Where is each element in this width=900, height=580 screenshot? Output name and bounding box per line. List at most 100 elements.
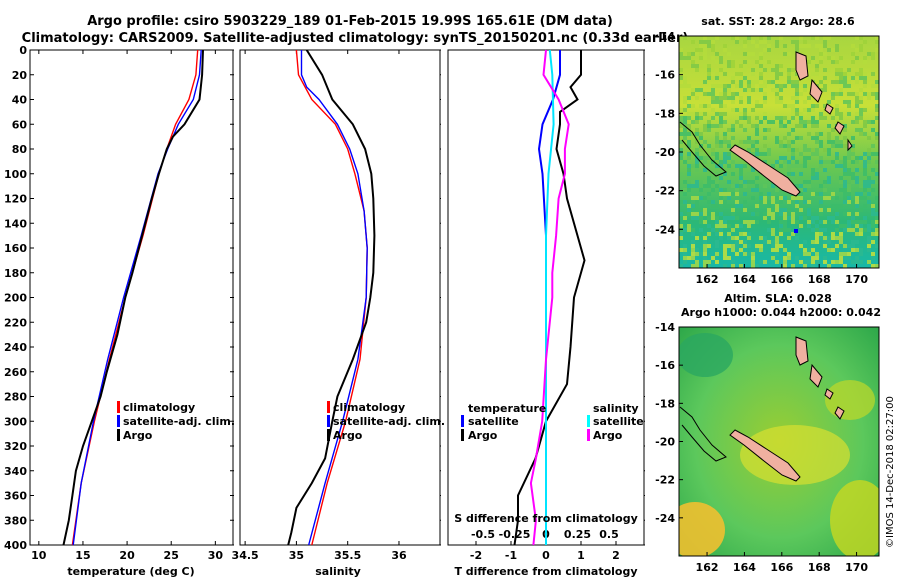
sst-pixel <box>767 36 771 40</box>
sst-pixel <box>787 132 791 136</box>
sst-pixel <box>859 172 863 176</box>
sst-pixel <box>707 260 711 264</box>
sst-pixel <box>759 120 763 124</box>
sst-pixel <box>815 232 819 236</box>
sst-pixel <box>875 152 879 156</box>
sst-pixel <box>739 84 743 88</box>
map-y-tick-label: -14 <box>655 30 675 43</box>
sst-pixel <box>871 212 875 216</box>
sst-pixel <box>731 248 735 252</box>
sst-pixel <box>751 264 755 268</box>
sst-pixel <box>683 260 687 264</box>
sst-pixel <box>719 56 723 60</box>
sst-pixel <box>795 208 799 212</box>
series-salinity-argo <box>529 49 570 546</box>
sst-pixel <box>699 148 703 152</box>
sst-pixel <box>743 60 747 64</box>
sst-pixel <box>871 208 875 212</box>
map-x-tick-label: 166 <box>770 273 793 286</box>
sst-pixel <box>803 216 807 220</box>
sst-pixel <box>751 180 755 184</box>
sst-pixel <box>707 156 711 160</box>
sst-pixel <box>831 216 835 220</box>
sst-pixel <box>763 196 767 200</box>
sst-pixel <box>851 92 855 96</box>
sst-pixel <box>775 136 779 140</box>
sst-pixel <box>679 156 683 160</box>
sst-pixel <box>707 224 711 228</box>
sst-pixel <box>763 152 767 156</box>
sst-pixel <box>695 68 699 72</box>
sst-pixel <box>847 228 851 232</box>
sst-pixel <box>707 120 711 124</box>
sst-pixel <box>755 116 759 120</box>
sst-pixel <box>779 72 783 76</box>
sst-pixel <box>815 168 819 172</box>
sst-pixel <box>695 148 699 152</box>
sst-pixel <box>723 252 727 256</box>
sst-pixel <box>763 60 767 64</box>
sst-pixel <box>791 112 795 116</box>
sst-pixel <box>871 152 875 156</box>
sst-pixel <box>871 128 875 132</box>
sst-pixel <box>779 124 783 128</box>
sst-pixel <box>703 208 707 212</box>
sst-pixel <box>799 92 803 96</box>
sst-pixel <box>679 76 683 80</box>
sst-pixel <box>795 72 799 76</box>
sst-pixel <box>739 100 743 104</box>
sst-pixel <box>783 228 787 232</box>
sst-pixel <box>767 200 771 204</box>
sst-pixel <box>711 256 715 260</box>
sst-pixel <box>815 64 819 68</box>
legend-label-satellite: satellite-adj. clim. <box>333 415 445 428</box>
sst-pixel <box>847 68 851 72</box>
sst-pixel <box>867 120 871 124</box>
sst-pixel <box>707 40 711 44</box>
sst-pixel <box>687 168 691 172</box>
sst-pixel <box>871 68 875 72</box>
sst-pixel <box>699 228 703 232</box>
sst-pixel <box>723 68 727 72</box>
sst-pixel <box>775 116 779 120</box>
sst-pixel <box>843 72 847 76</box>
sst-pixel <box>775 204 779 208</box>
sst-pixel <box>815 36 819 40</box>
sst-pixel <box>875 244 879 248</box>
sst-pixel <box>715 76 719 80</box>
sst-pixel <box>723 188 727 192</box>
sst-pixel <box>811 260 815 264</box>
sst-pixel <box>683 128 687 132</box>
sst-pixel <box>859 232 863 236</box>
sst-pixel <box>823 172 827 176</box>
sst-pixel <box>819 156 823 160</box>
sst-pixel <box>727 88 731 92</box>
sst-pixel <box>719 124 723 128</box>
sst-pixel <box>871 92 875 96</box>
sst-pixel <box>759 60 763 64</box>
sst-pixel <box>715 172 719 176</box>
sst-pixel <box>755 184 759 188</box>
series-argo <box>287 49 376 546</box>
sst-pixel <box>731 184 735 188</box>
sst-pixel <box>867 224 871 228</box>
sst-pixel <box>715 112 719 116</box>
sst-pixel <box>695 164 699 168</box>
sst-pixel <box>803 156 807 160</box>
sst-pixel <box>711 116 715 120</box>
sst-pixel <box>723 92 727 96</box>
sst-pixel <box>859 252 863 256</box>
s-tick-label: -0.5 <box>471 528 495 541</box>
sst-pixel <box>811 256 815 260</box>
sst-pixel <box>795 220 799 224</box>
sst-pixel <box>867 176 871 180</box>
sst-pixel <box>751 80 755 84</box>
sst-pixel <box>703 240 707 244</box>
sst-pixel <box>763 48 767 52</box>
sst-pixel <box>843 252 847 256</box>
sst-pixel <box>843 180 847 184</box>
sst-pixel <box>791 232 795 236</box>
sst-pixel <box>795 148 799 152</box>
sst-pixel <box>691 256 695 260</box>
sst-pixel <box>679 224 683 228</box>
